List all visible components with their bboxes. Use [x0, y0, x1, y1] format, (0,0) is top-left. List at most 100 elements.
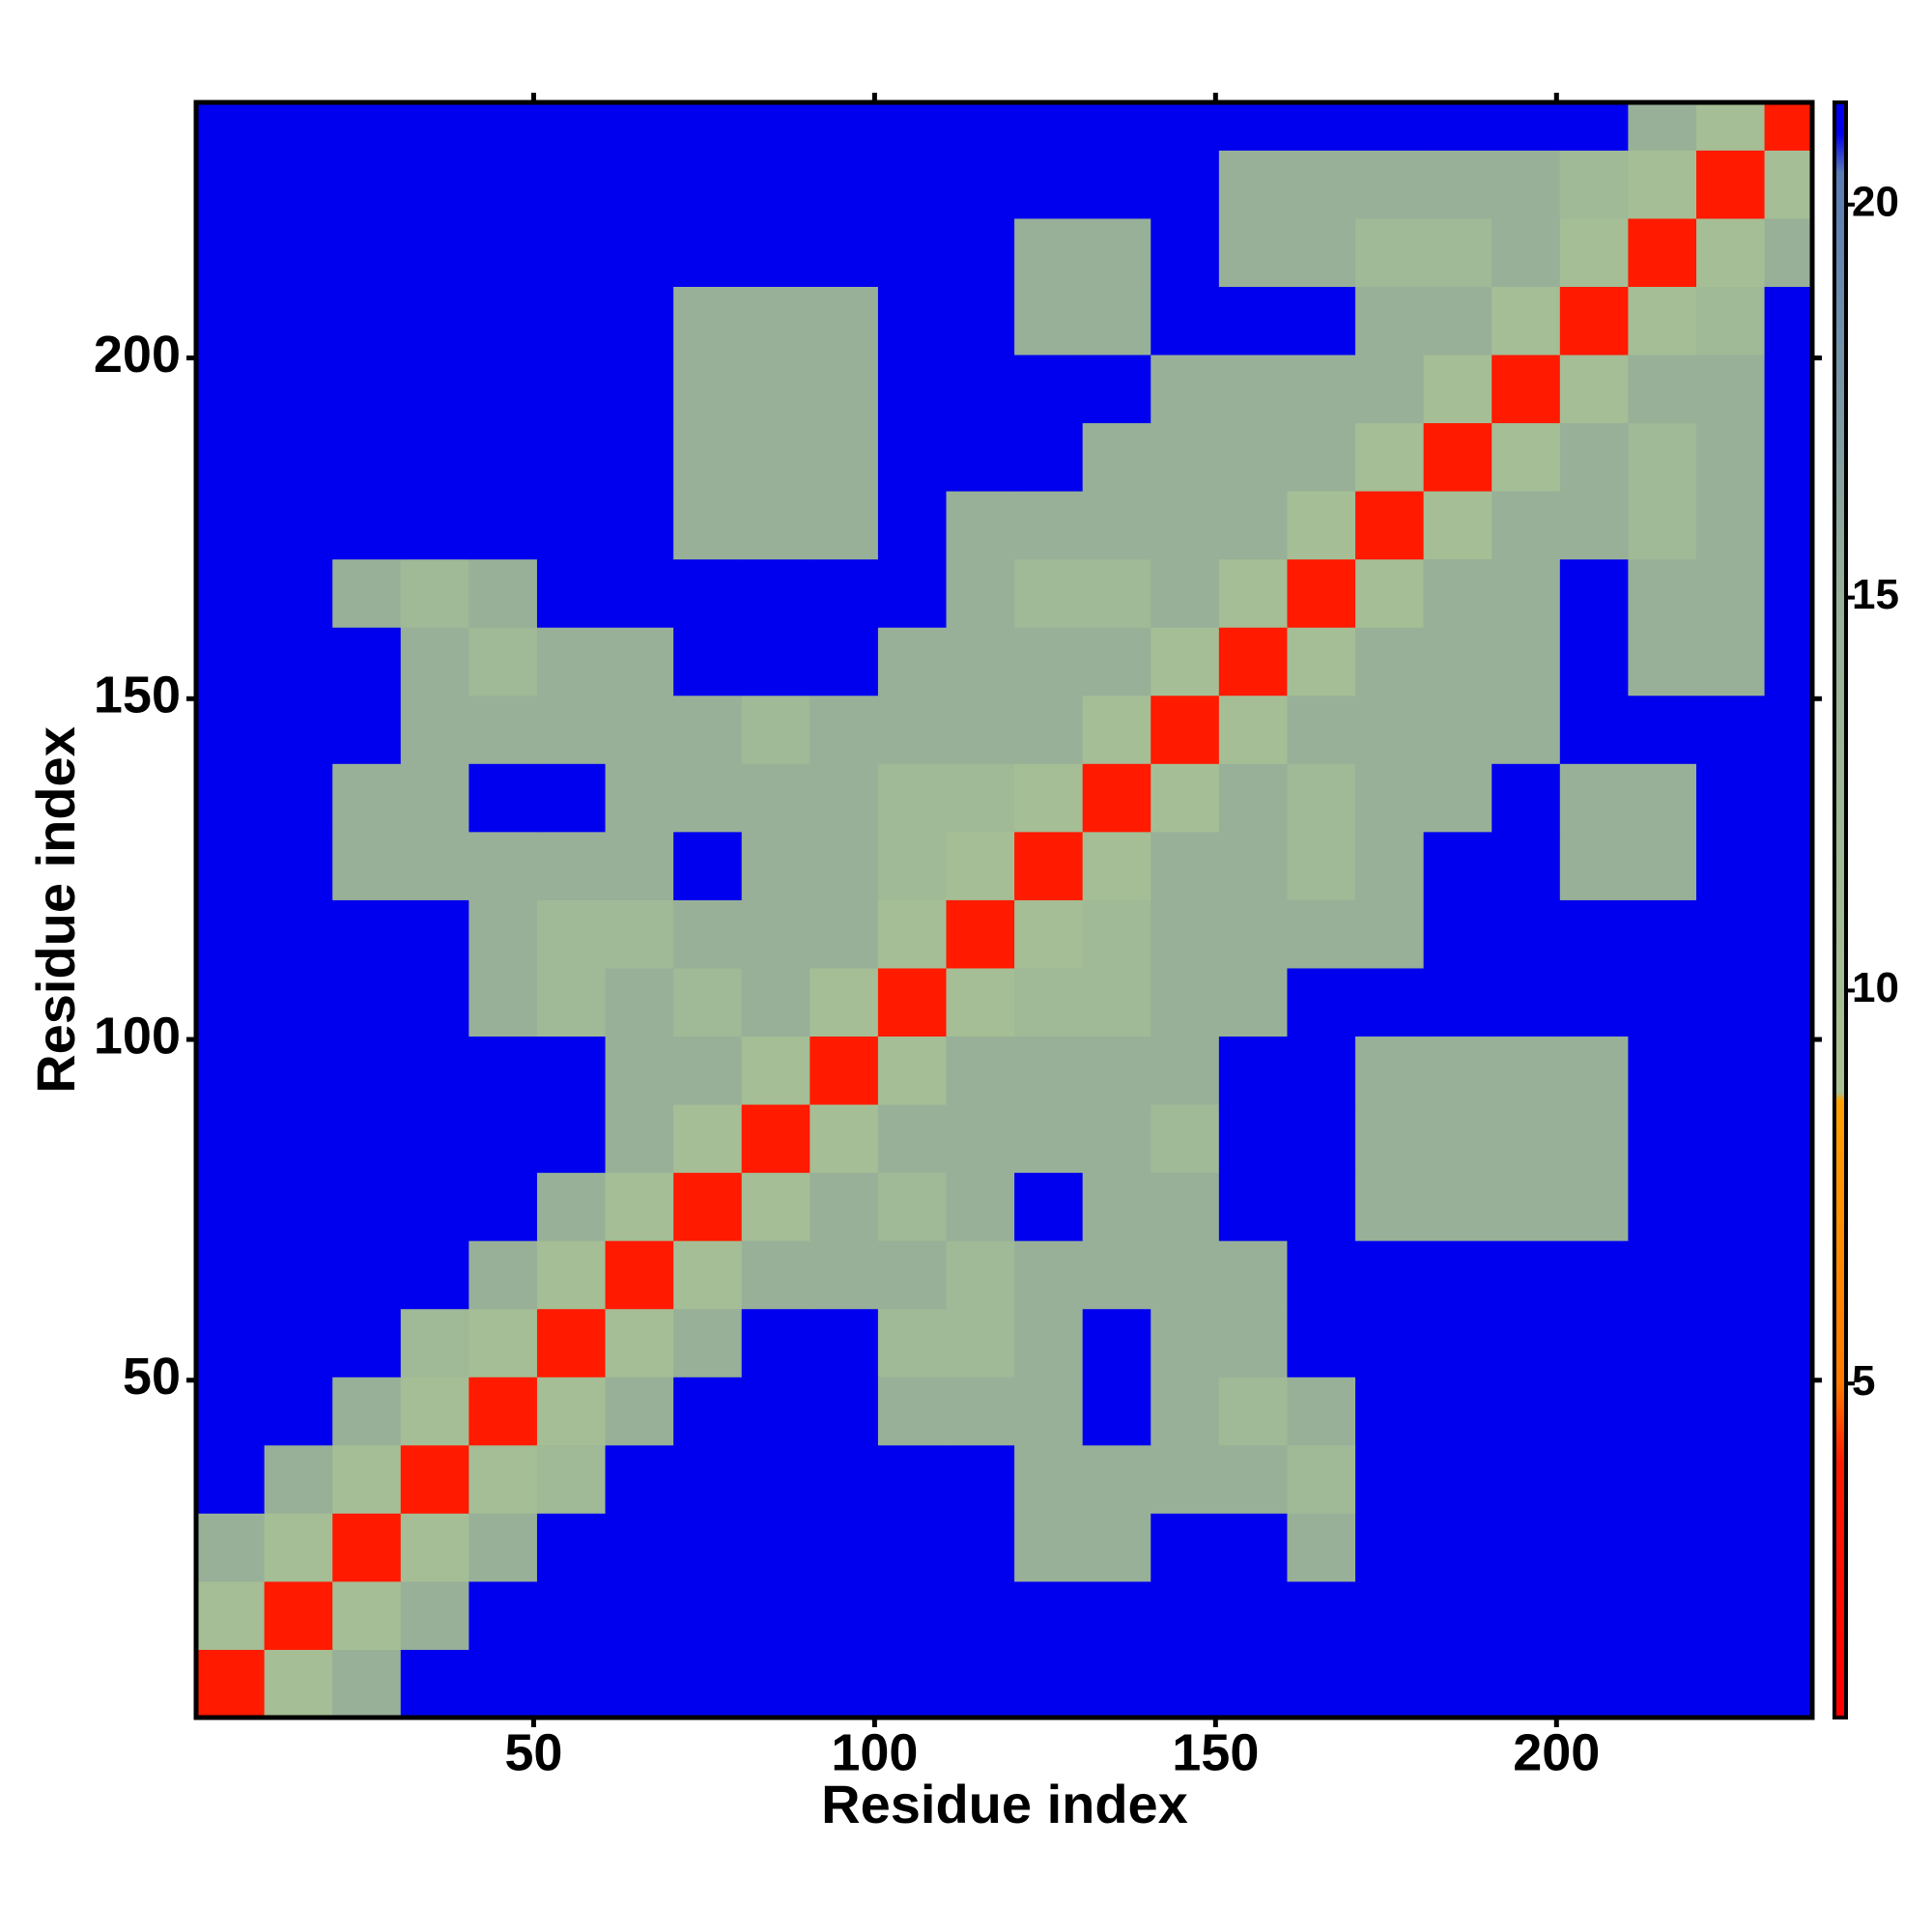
heatmap-cell — [196, 1580, 266, 1650]
heatmap-cell — [400, 763, 469, 833]
heatmap-cell — [946, 1377, 1015, 1446]
heatmap-cell — [605, 558, 674, 628]
heatmap-cell — [196, 763, 266, 833]
heatmap-cell — [877, 1444, 947, 1514]
heatmap-cell — [1287, 102, 1356, 151]
heatmap-cell — [605, 1444, 674, 1514]
heatmap-cell — [810, 1377, 879, 1446]
heatmap-cell — [741, 1036, 810, 1105]
y-axis-title: Residue index — [25, 726, 86, 1094]
heatmap-cell — [1628, 558, 1697, 628]
heatmap-cell — [1218, 150, 1288, 219]
heatmap-cell — [605, 1172, 674, 1241]
heatmap-cell — [1014, 102, 1084, 151]
heatmap-cell — [605, 355, 674, 424]
heatmap-cell — [264, 899, 333, 969]
heatmap-cell — [673, 1580, 743, 1650]
heatmap-cell — [946, 831, 1015, 900]
heatmap-cell — [1764, 422, 1813, 492]
heatmap-cell — [1695, 1513, 1766, 1582]
heatmap-cell — [196, 1036, 266, 1105]
heatmap-cell — [1218, 217, 1288, 287]
heatmap-cell — [1355, 627, 1425, 696]
heatmap-cell — [1628, 831, 1697, 900]
heatmap-cell — [536, 831, 607, 900]
heatmap-cell — [1628, 1172, 1697, 1241]
heatmap-cell — [400, 1513, 469, 1582]
heatmap-cell — [605, 899, 674, 969]
heatmap-cell — [1355, 831, 1425, 900]
heatmap-cell — [469, 831, 538, 900]
heatmap-cell — [400, 217, 469, 287]
heatmap-cell — [741, 763, 810, 833]
heatmap-cell — [1695, 1104, 1766, 1174]
heatmap-cell — [536, 491, 607, 560]
heatmap-cell — [673, 899, 743, 969]
heatmap-cell — [1355, 1649, 1425, 1719]
heatmap-cell — [1287, 831, 1356, 900]
heatmap-cell — [1082, 286, 1151, 355]
heatmap-cell — [1423, 1104, 1492, 1174]
heatmap-cell — [1082, 422, 1151, 492]
heatmap-cell — [605, 1240, 674, 1310]
colorbar-tick-label: 20 — [1852, 178, 1899, 225]
heatmap-cell — [1287, 355, 1356, 424]
heatmap-cell — [877, 1580, 947, 1650]
heatmap-cell — [673, 763, 743, 833]
heatmap-cell — [1218, 491, 1288, 560]
heatmap-cell — [1423, 899, 1492, 969]
heatmap-cell — [810, 1308, 879, 1378]
heatmap-cell — [1082, 558, 1151, 628]
heatmap-cell — [1287, 1240, 1356, 1310]
x-tick-label: 100 — [831, 1723, 918, 1781]
heatmap-cell — [1492, 355, 1561, 424]
heatmap-cell — [605, 150, 674, 219]
heatmap-cell — [264, 1240, 333, 1310]
heatmap-cell — [536, 150, 607, 219]
heatmap-cell — [810, 967, 879, 1037]
heatmap-cell — [1492, 763, 1561, 833]
heatmap-cell — [1492, 899, 1561, 969]
heatmap-cell — [1151, 627, 1220, 696]
heatmap-cell — [1218, 422, 1288, 492]
heatmap-cell — [877, 695, 947, 764]
heatmap-cell — [810, 491, 879, 560]
heatmap-cell — [1082, 1172, 1151, 1241]
heatmap-cell — [332, 1172, 402, 1241]
heatmap-cell — [741, 899, 810, 969]
heatmap-cell — [1355, 1444, 1425, 1514]
heatmap-cell — [946, 1444, 1015, 1514]
heatmap-cell — [536, 1240, 607, 1310]
heatmap-cell — [605, 491, 674, 560]
heatmap-cell — [741, 1649, 810, 1719]
heatmap-cell — [1082, 763, 1151, 833]
heatmap-cell — [1287, 1104, 1356, 1174]
heatmap-cell — [810, 1513, 879, 1582]
heatmap-cell — [1014, 831, 1084, 900]
heatmap-cell — [605, 286, 674, 355]
heatmap-cell — [810, 217, 879, 287]
heatmap-cell — [946, 1649, 1015, 1719]
heatmap-cell — [1287, 491, 1356, 560]
heatmap-cell — [1355, 1377, 1425, 1446]
heatmap-cell — [1559, 627, 1629, 696]
heatmap-cell — [1287, 1036, 1356, 1105]
heatmap-cell — [1423, 763, 1492, 833]
heatmap-cell — [1764, 1377, 1813, 1446]
heatmap-cell — [673, 695, 743, 764]
heatmap-cell — [946, 1513, 1015, 1582]
heatmap-cell — [1492, 1580, 1561, 1650]
heatmap-cell — [469, 695, 538, 764]
heatmap-cell — [741, 967, 810, 1037]
heatmap-cell — [741, 1308, 810, 1378]
heatmap-cell — [673, 558, 743, 628]
heatmap-cell — [877, 1513, 947, 1582]
heatmap-cell — [1218, 1308, 1288, 1378]
heatmap-cell — [196, 627, 266, 696]
heatmap-cell — [1151, 558, 1220, 628]
heatmap-cell — [1014, 1513, 1084, 1582]
heatmap-cell — [1559, 1036, 1629, 1105]
heatmap-cell — [1014, 422, 1084, 492]
heatmap-cell — [741, 558, 810, 628]
heatmap-cell — [264, 217, 333, 287]
